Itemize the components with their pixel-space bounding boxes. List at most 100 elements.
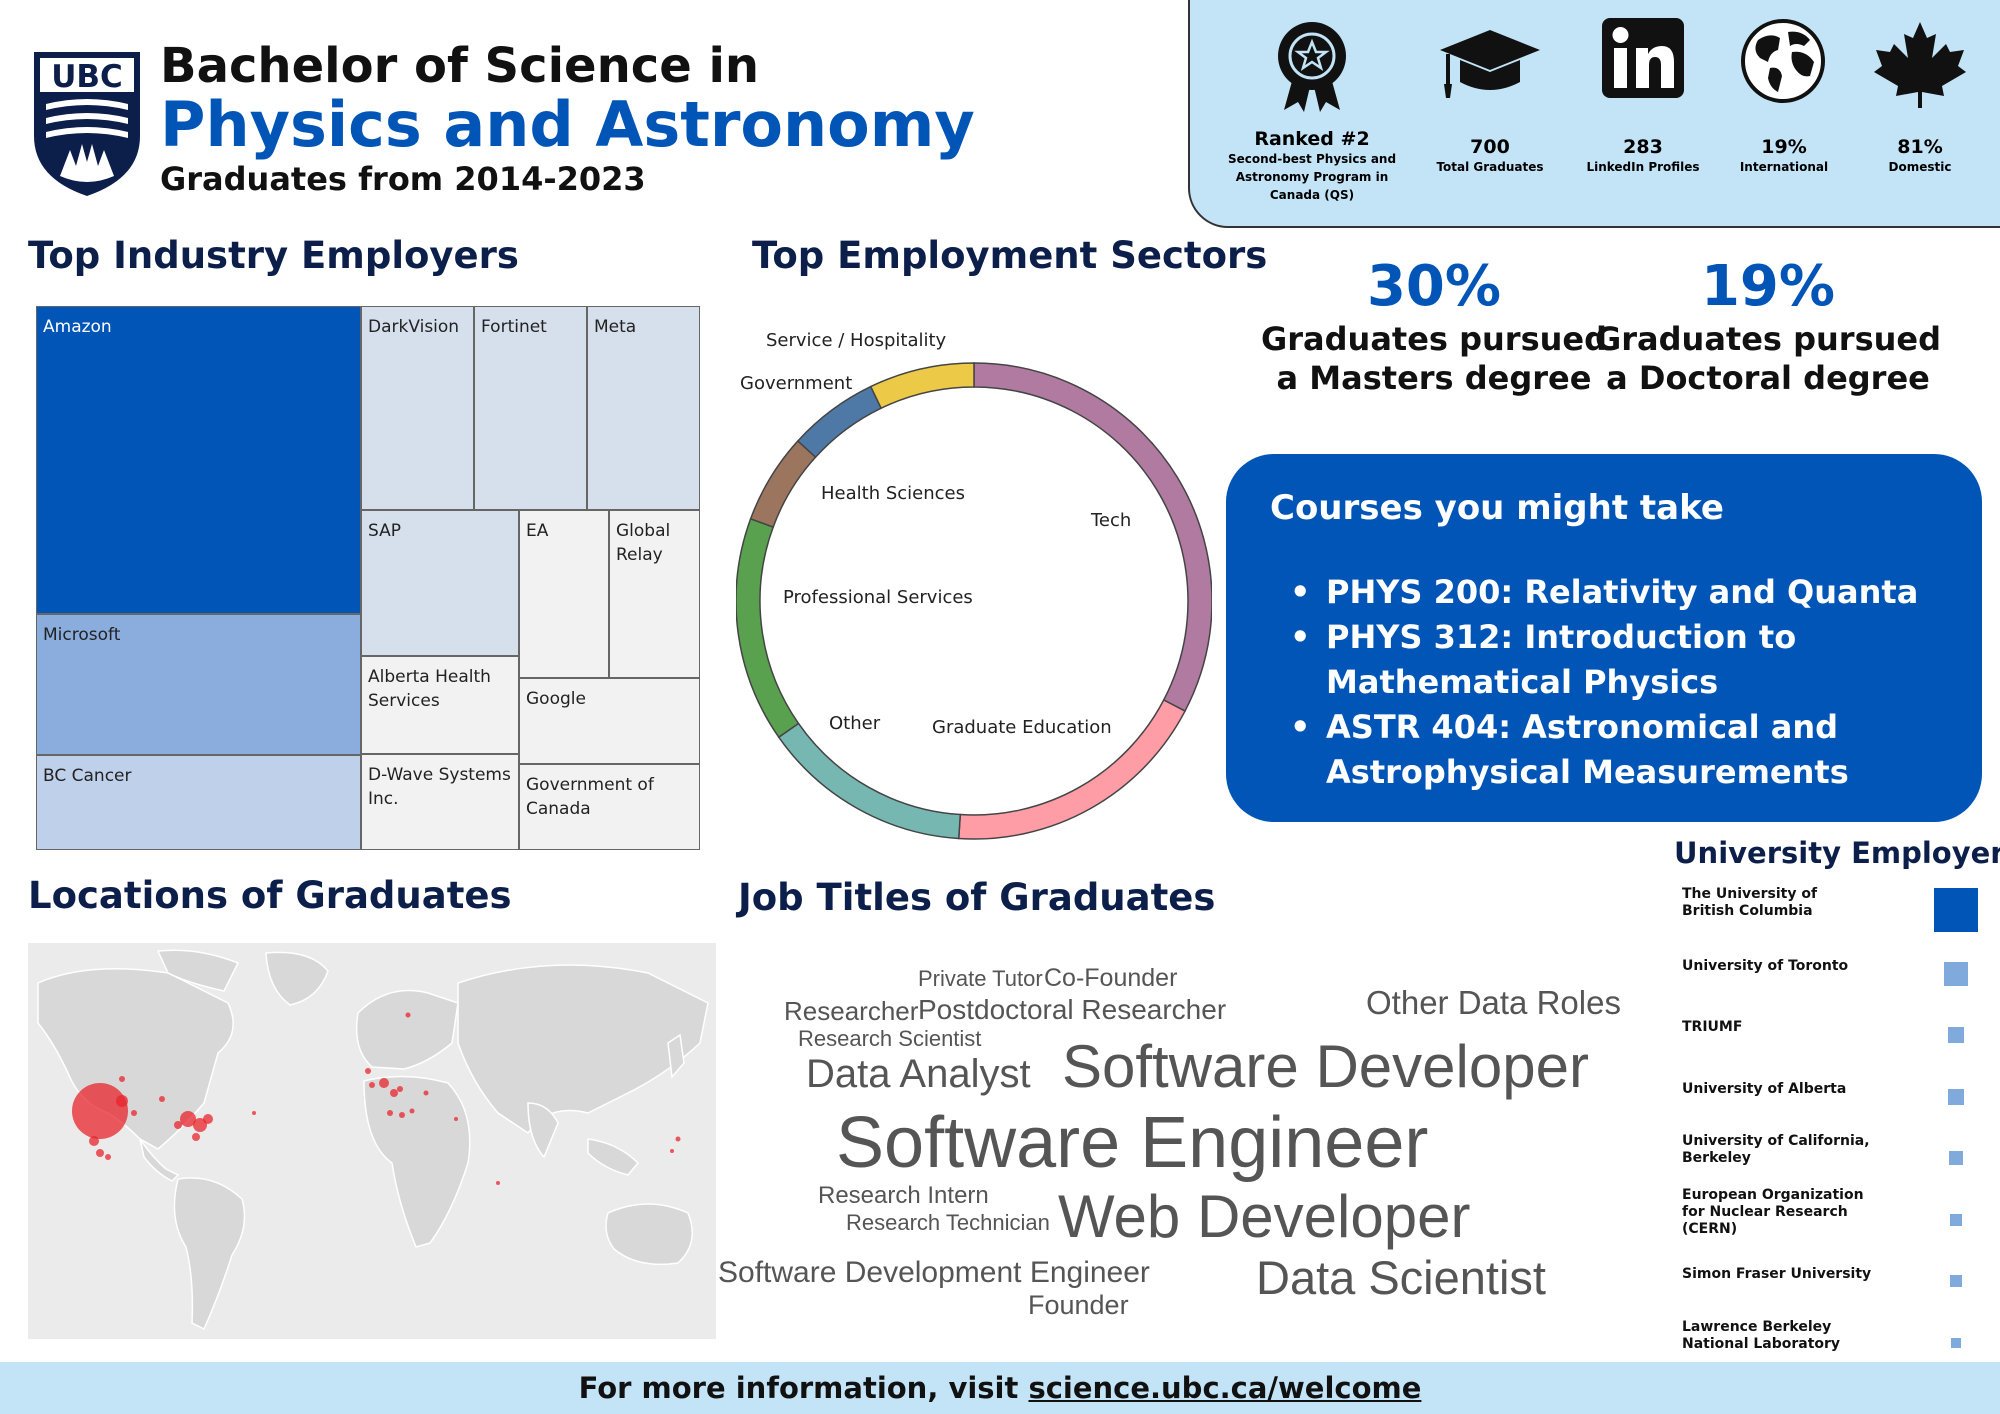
footer-link[interactable]: science.ubc.ca/welcome bbox=[1028, 1371, 1422, 1405]
stat-international-label: International bbox=[1739, 160, 1829, 174]
course-item: PHYS 200: Relativity and Quanta bbox=[1284, 570, 1944, 615]
stat-linkedin-label: LinkedIn Profiles bbox=[1586, 160, 1700, 174]
word-software-development-engineer: Software Development Engineer bbox=[718, 1256, 1150, 1289]
sectors-donut-chart bbox=[735, 356, 1213, 846]
donut-slice-government[interactable] bbox=[796, 385, 883, 459]
university-bar bbox=[1944, 962, 1968, 986]
word-web-developer: Web Developer bbox=[1058, 1183, 1471, 1250]
university-name: Lawrence Berkeley National Laboratory bbox=[1682, 1319, 1841, 1352]
donut-label-professional: Professional Services bbox=[783, 587, 973, 608]
university-bar bbox=[1948, 1150, 1964, 1166]
university-name: European Organization for Nuclear Resear… bbox=[1682, 1187, 1864, 1237]
word-research-intern: Research Intern bbox=[818, 1182, 989, 1209]
course-item: ASTR 404: Astronomical and Astrophysical… bbox=[1284, 705, 1944, 795]
university-name: The University of British Columbia bbox=[1682, 886, 1818, 919]
university-bar bbox=[1949, 1213, 1963, 1227]
word-research-technician: Research Technician bbox=[846, 1210, 1050, 1235]
stat-linkedin: 283 LinkedIn Profiles bbox=[1576, 136, 1710, 176]
masters-label: Graduates pursued a Masters degree bbox=[1260, 320, 1607, 397]
graduation-cap-icon bbox=[1436, 26, 1544, 104]
university-bar bbox=[1947, 1026, 1965, 1044]
word-software-developer: Software Developer bbox=[1062, 1033, 1589, 1100]
locations-heading: Locations of Graduates bbox=[28, 874, 512, 917]
donut-label-service: Service / Hospitality bbox=[766, 330, 947, 351]
word-researcher: Researcher bbox=[784, 996, 919, 1026]
stats-panel: Ranked #2 Second-best Physics and Astron… bbox=[1188, 0, 2000, 228]
donut-label-health: Health Sciences bbox=[821, 483, 965, 504]
stat-international-value: 19% bbox=[1761, 136, 1807, 158]
donut-slice-professional-services[interactable] bbox=[735, 517, 800, 739]
stat-domestic-label: Domestic bbox=[1888, 160, 1952, 174]
donut-slice-other[interactable] bbox=[777, 722, 962, 840]
word-data-analyst: Data Analyst bbox=[806, 1052, 1031, 1096]
treemap-cell[interactable]: Amazon bbox=[36, 306, 361, 614]
stat-rank-value: Ranked #2 bbox=[1254, 128, 1370, 150]
stat-linkedin-value: 283 bbox=[1623, 136, 1663, 158]
treemap-cell[interactable]: D-Wave Systems Inc. bbox=[361, 754, 519, 850]
award-ribbon-icon bbox=[1272, 18, 1352, 118]
treemap-cell[interactable]: Fortinet bbox=[474, 306, 587, 510]
university-bar bbox=[1948, 1089, 1964, 1105]
job-titles-heading: Job Titles of Graduates bbox=[738, 876, 1216, 919]
treemap-cell[interactable]: EA bbox=[519, 510, 609, 678]
word-data-scientist: Data Scientist bbox=[1256, 1251, 1546, 1304]
stat-international: 19% International bbox=[1726, 136, 1842, 176]
treemap-cell[interactable]: Global Relay bbox=[609, 510, 700, 678]
stat-total-value: 700 bbox=[1470, 136, 1510, 158]
job-titles-word-cloud: Private Tutor Co-Founder Researcher Post… bbox=[700, 950, 1650, 1330]
stat-rank: Ranked #2 Second-best Physics and Astron… bbox=[1226, 128, 1398, 204]
donut-label-government: Government bbox=[740, 373, 853, 394]
graduate-locations-map[interactable] bbox=[28, 943, 726, 1339]
treemap-cell[interactable]: SAP bbox=[361, 510, 519, 656]
page-subtitle: Graduates from 2014-2023 bbox=[160, 160, 646, 198]
course-item: PHYS 312: Introduction to Mathematical P… bbox=[1284, 615, 1944, 705]
donut-slice-health-sciences[interactable] bbox=[749, 439, 817, 529]
university-name: University of Toronto bbox=[1682, 958, 1849, 974]
university-bar bbox=[1949, 1274, 1963, 1288]
footer: For more information, visit science.ubc.… bbox=[0, 1362, 2000, 1414]
footer-text: For more information, visit bbox=[578, 1371, 1029, 1405]
treemap-cell[interactable]: Government of Canada bbox=[519, 764, 700, 850]
treemap-cell[interactable]: Meta bbox=[587, 306, 700, 510]
page-title-line2: Physics and Astronomy bbox=[160, 88, 975, 161]
doctoral-label: Graduates pursued a Doctoral degree bbox=[1594, 320, 1941, 397]
university-bar bbox=[1934, 888, 1978, 932]
treemap-cell[interactable]: DarkVision bbox=[361, 306, 474, 510]
word-software-engineer: Software Engineer bbox=[836, 1103, 1429, 1183]
word-research-scientist: Research Scientist bbox=[798, 1026, 982, 1051]
word-founder: Founder bbox=[1028, 1290, 1129, 1320]
location-markers bbox=[72, 1012, 726, 1185]
stat-rank-label: Second-best Physics and Astronomy Progra… bbox=[1227, 152, 1397, 202]
globe-icon bbox=[1740, 18, 1826, 108]
doctoral-percent: 19% bbox=[1700, 254, 1836, 319]
university-employers-title: University Employers bbox=[1674, 836, 2000, 870]
university-bar bbox=[1950, 1337, 1962, 1349]
university-name: University of California, Berkeley bbox=[1682, 1133, 1870, 1166]
page-title-line1: Bachelor of Science in bbox=[160, 38, 760, 94]
courses-list: PHYS 200: Relativity and Quanta PHYS 312… bbox=[1284, 570, 1944, 795]
courses-title: Courses you might take bbox=[1270, 488, 1724, 528]
word-private-tutor: Private Tutor bbox=[918, 966, 1043, 991]
university-name: TRIUMF bbox=[1682, 1019, 1743, 1035]
treemap-cell[interactable]: BC Cancer bbox=[36, 755, 361, 850]
university-name: Simon Fraser University bbox=[1682, 1266, 1872, 1282]
treemap-cell[interactable]: Alberta Health Services bbox=[361, 656, 519, 754]
employers-treemap: Amazon DarkVision Fortinet Meta Microsof… bbox=[36, 306, 700, 850]
stat-total-label: Total Graduates bbox=[1436, 160, 1544, 174]
donut-slice-service-hospitality[interactable] bbox=[869, 362, 975, 410]
stat-domestic: 81% Domestic bbox=[1862, 136, 1978, 176]
treemap-cell[interactable]: Google bbox=[519, 678, 700, 764]
sectors-heading: Top Employment Sectors bbox=[752, 234, 1268, 277]
word-co-founder: Co-Founder bbox=[1044, 964, 1178, 992]
logo-text: UBC bbox=[51, 59, 123, 95]
donut-label-graduate: Graduate Education bbox=[932, 717, 1112, 738]
donut-label-tech: Tech bbox=[1091, 510, 1132, 531]
university-name: University of Alberta bbox=[1682, 1081, 1847, 1097]
treemap-cell[interactable]: Microsoft bbox=[36, 614, 361, 755]
courses-panel: Courses you might take PHYS 200: Relativ… bbox=[1226, 454, 1982, 822]
donut-slice-tech[interactable] bbox=[973, 362, 1213, 713]
linkedin-icon bbox=[1602, 18, 1684, 102]
donut-label-other: Other bbox=[829, 713, 881, 734]
masters-percent: 30% bbox=[1366, 254, 1502, 319]
ubc-logo: UBC bbox=[30, 48, 144, 198]
